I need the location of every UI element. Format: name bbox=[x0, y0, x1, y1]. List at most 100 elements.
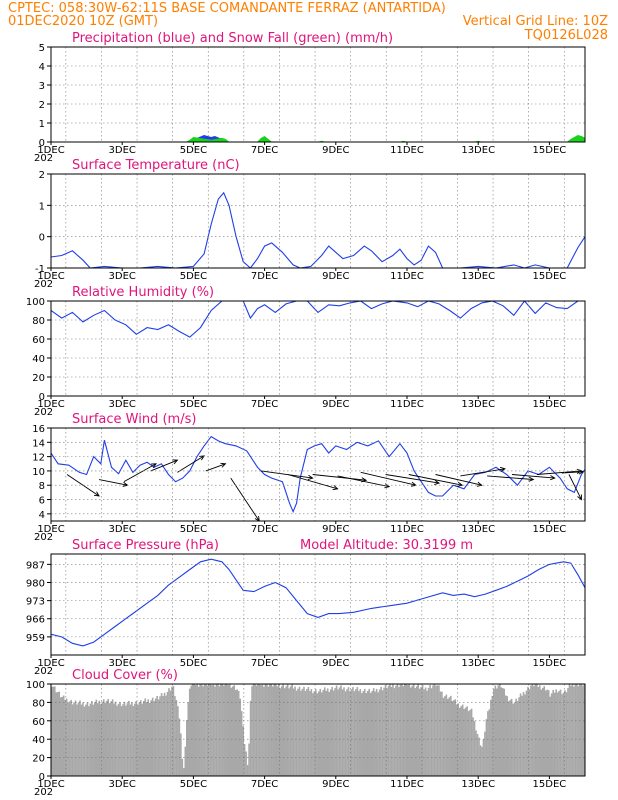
cloud-bar bbox=[564, 690, 566, 776]
wind-vector bbox=[123, 463, 157, 483]
cloud-bar bbox=[562, 692, 565, 776]
wind-vectors bbox=[66, 455, 585, 521]
cloud-bar bbox=[445, 694, 448, 776]
cloud-bar bbox=[521, 695, 523, 776]
cloud-bar bbox=[436, 685, 439, 776]
cloud-bar bbox=[530, 685, 532, 776]
cloud-bar bbox=[229, 684, 231, 776]
cloud-bar bbox=[150, 700, 152, 776]
wind-vector bbox=[435, 474, 482, 486]
cloud-bar bbox=[58, 691, 61, 776]
cloud-bar bbox=[168, 688, 170, 776]
cloud-bar bbox=[350, 689, 353, 776]
header-station: CPTEC: 058:30W-62:11S BASE COMANDANTE FE… bbox=[8, 1, 446, 16]
cloud-bar bbox=[340, 685, 342, 776]
cloud-bar bbox=[329, 689, 332, 776]
y-tick-label: 980 bbox=[26, 578, 45, 589]
cloud-bar bbox=[540, 689, 543, 776]
wind-vector-head bbox=[577, 494, 582, 501]
x-tick-label: 1DEC bbox=[37, 399, 64, 410]
x-tick-label: 15DEC bbox=[533, 658, 567, 669]
cloud-bar bbox=[255, 685, 258, 776]
cloud-frame bbox=[50, 683, 586, 777]
y-tick-label: 959 bbox=[26, 633, 45, 644]
cloud-bar bbox=[355, 689, 357, 776]
y-tick-label: 1 bbox=[39, 119, 45, 130]
y-tick-label: 5 bbox=[39, 43, 45, 54]
cloud-bar bbox=[175, 700, 178, 776]
cloud-bar bbox=[279, 688, 282, 776]
x-tick-label: 1DEC bbox=[37, 524, 64, 535]
cloud-bar bbox=[148, 702, 151, 776]
cloud-bar bbox=[494, 685, 497, 776]
cloud-bar bbox=[59, 697, 62, 776]
cloud-bar bbox=[369, 692, 372, 776]
wind-vector-head bbox=[220, 462, 227, 468]
wind-vector-head bbox=[151, 463, 157, 469]
cloud-bar bbox=[490, 699, 492, 776]
cloud-bar bbox=[307, 686, 310, 776]
cloud-bar bbox=[577, 686, 580, 776]
x-tick-label: 11DEC bbox=[390, 779, 424, 790]
x-tick-label: 7DEC bbox=[251, 271, 278, 282]
cloud-bar bbox=[361, 693, 363, 776]
cloud-bar bbox=[104, 702, 106, 776]
y-tick-label: 12 bbox=[32, 453, 45, 464]
cloud-bar bbox=[300, 690, 302, 776]
cloud-bar bbox=[412, 684, 415, 776]
cloud-bar bbox=[513, 702, 516, 776]
cloud-bar bbox=[107, 698, 109, 776]
wind-vector-head bbox=[457, 481, 464, 487]
cloud-bar bbox=[375, 688, 378, 776]
cloud-bar bbox=[159, 696, 161, 776]
cloud-bar bbox=[239, 698, 241, 776]
cloud-bar bbox=[389, 684, 391, 776]
cloud-bar bbox=[292, 688, 295, 776]
cloud-bar bbox=[430, 688, 433, 776]
rh-frame bbox=[50, 300, 586, 397]
cloud-bar bbox=[326, 688, 329, 776]
wind-vector bbox=[568, 474, 582, 500]
cloud-bar bbox=[547, 690, 550, 776]
x-tick-label: 13DEC bbox=[461, 145, 495, 156]
cloud-bar bbox=[68, 701, 71, 776]
cloud-bar bbox=[573, 686, 575, 776]
precip-frame bbox=[50, 46, 586, 143]
cloud-bar bbox=[392, 684, 394, 776]
cloud-bar bbox=[377, 692, 379, 776]
cloud-bar bbox=[448, 697, 451, 776]
wind-vector bbox=[98, 479, 128, 486]
rh-title: Relative Humidity (%) bbox=[72, 285, 214, 300]
cloud-bar bbox=[344, 691, 347, 776]
cloud-bar bbox=[280, 686, 283, 776]
y-tick-label: 0 bbox=[39, 138, 45, 149]
y-tick-label: 0 bbox=[39, 392, 45, 403]
cloud-bar bbox=[306, 688, 308, 776]
cloud-bar bbox=[491, 695, 494, 776]
wind-vector bbox=[287, 474, 338, 490]
wind-vector bbox=[460, 468, 505, 477]
y-tick-label: 14 bbox=[32, 438, 45, 449]
cloud-bar bbox=[552, 689, 554, 776]
cloud-bar bbox=[117, 703, 120, 776]
cloud-bar bbox=[215, 684, 218, 776]
wind-series-line bbox=[51, 435, 585, 514]
x-year-stub: 202 bbox=[34, 279, 53, 290]
cloud-bar bbox=[478, 737, 480, 776]
cloud-bar bbox=[461, 704, 464, 776]
wind-vector bbox=[408, 474, 463, 486]
cloud-bar bbox=[536, 684, 538, 776]
cloud-bar bbox=[475, 730, 477, 776]
cloud-bar bbox=[185, 719, 188, 776]
cloud-data bbox=[51, 684, 585, 776]
cloud-bar bbox=[488, 709, 491, 776]
header-date: 01DEC2020 10Z (GMT) bbox=[8, 14, 158, 29]
y-tick-label: 966 bbox=[26, 615, 45, 626]
cloud-bar bbox=[312, 693, 314, 776]
wind-vector-head bbox=[578, 469, 585, 475]
cloud-bar bbox=[218, 686, 221, 776]
cloud-bar bbox=[374, 691, 376, 776]
x-tick-label: 7DEC bbox=[251, 399, 278, 410]
cloud-bar bbox=[294, 686, 296, 776]
cloud-bar bbox=[53, 686, 56, 776]
